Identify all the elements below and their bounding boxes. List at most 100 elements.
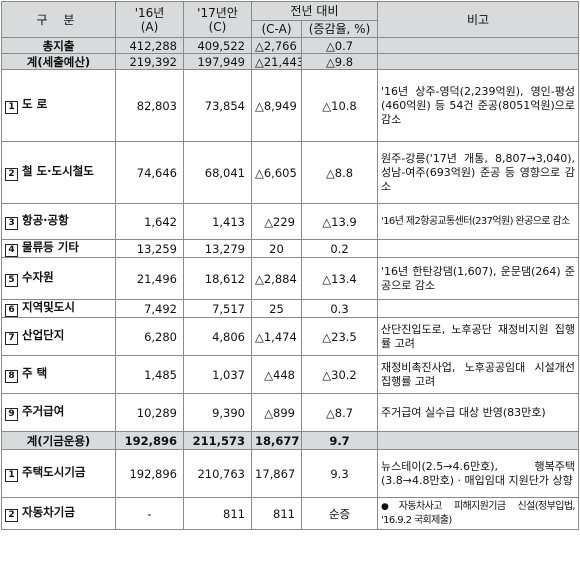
note-cell: 뉴스테이(2.5→4.6만호), 행복주택(3.8→4.8만호) · 매입임대 … — [377, 449, 580, 498]
row-label: 항공·공항 — [22, 213, 69, 227]
header-change: 전년 대비 — [250, 1, 379, 21]
row-label: 자동차기금 — [22, 505, 75, 519]
table-row: 1 주택도시기금 192,896 210,763 17,867 9.3 뉴스테이(… — [1, 449, 580, 498]
value-2016: 192,896 — [115, 449, 184, 498]
table-row: 8 주 택 1,485 1,037 △448 △30.2 재정비촉진사업, 노후공… — [1, 355, 580, 394]
header-2017: '17년안 (C) — [183, 1, 252, 38]
value-2017: 210,763 — [183, 449, 252, 498]
note-cell: 주거급여 실수급 대상 반영(83만호) — [377, 393, 580, 432]
value-diff: 811 — [251, 497, 302, 530]
note-cell: ●자동차사고 피해지원기금 신설(정부입법, '16.9.2 국회제출) — [377, 497, 580, 530]
header-rate: (증감율, %) — [300, 20, 379, 38]
value-2017: 7,517 — [183, 299, 252, 318]
row-number-box: 4 — [5, 244, 18, 257]
row-label: 주 택 — [22, 366, 48, 380]
value-diff: △1,474 — [251, 317, 302, 356]
value-rate: △30.2 — [300, 355, 379, 394]
row-label: 수자원 — [22, 270, 54, 284]
row-label-cell: 5 수자원 — [1, 257, 116, 300]
value-2016: 192,896 — [115, 431, 184, 450]
row-label-cell: 7 산업단지 — [1, 317, 116, 356]
note-cell — [377, 431, 580, 450]
value-diff: 25 — [251, 299, 302, 318]
value-rate: 순증 — [300, 497, 379, 530]
row-label: 총지출 — [1, 37, 116, 54]
value-2017: 197,949 — [183, 53, 252, 70]
row-number-box: 6 — [5, 304, 18, 317]
value-diff: △229 — [251, 203, 302, 240]
table-row: 1 도 로 82,803 73,854 △8,949 △10.8 '16년 상주-… — [1, 69, 580, 142]
note-cell — [377, 37, 580, 54]
row-label: 물류등 기타 — [22, 240, 79, 255]
value-2016: 13,259 — [115, 239, 184, 258]
row-number-box: 7 — [5, 332, 18, 345]
value-rate: △8.8 — [300, 141, 379, 204]
table-row: 총지출 412,288 409,522 △2,766 △0.7 — [1, 37, 580, 54]
row-label: 도 로 — [22, 97, 48, 111]
row-label: 산업단지 — [22, 328, 65, 342]
value-2017: 68,041 — [183, 141, 252, 204]
header-note: 비고 — [377, 1, 580, 38]
value-diff: 17,867 — [251, 449, 302, 498]
value-diff: △899 — [251, 393, 302, 432]
note-cell — [377, 53, 580, 70]
row-label-cell: 1 주택도시기금 — [1, 449, 116, 498]
value-2016: 6,280 — [115, 317, 184, 356]
value-2017: 73,854 — [183, 69, 252, 142]
value-diff: △2,884 — [251, 257, 302, 300]
value-2017: 409,522 — [183, 37, 252, 54]
note-cell: '16년 상주-영덕(2,239억원), 영인-평성(460억원) 등 54건 … — [377, 69, 580, 142]
row-label: 지역및도시 — [22, 300, 75, 315]
table-row: 2 자동차기금 - 811 811 순증 ●자동차사고 피해지원기금 신설(정부입… — [1, 497, 580, 530]
table-row: 5 수자원 21,496 18,612 △2,884 △13.4 '16년 한탄강… — [1, 257, 580, 300]
row-label-cell: 4 물류등 기타 — [1, 239, 116, 258]
note-cell: '16년 제2항공교통센터(237억원) 완공으로 감소 — [377, 203, 580, 240]
row-label-cell: 3 항공·공항 — [1, 203, 116, 240]
value-2017: 18,612 — [183, 257, 252, 300]
table-row: 2 철 도·도시철도 74,646 68,041 △6,605 △8.8 원주-강… — [1, 141, 580, 204]
value-diff: 18,677 — [251, 431, 302, 450]
note-cell — [377, 299, 580, 318]
value-rate: △8.7 — [300, 393, 379, 432]
row-label: 주거급여 — [22, 404, 65, 418]
row-label-cell: 9 주거급여 — [1, 393, 116, 432]
value-rate: △23.5 — [300, 317, 379, 356]
note-cell: 원주-강릉('17년 개통, 8,807→3,040), 성남-여주(693억원… — [377, 141, 580, 204]
row-number-box: 8 — [5, 370, 18, 383]
value-2016: 412,288 — [115, 37, 184, 54]
row-label-cell: 8 주 택 — [1, 355, 116, 394]
value-2016: 219,392 — [115, 53, 184, 70]
table-row: 4 물류등 기타 13,259 13,279 20 0.2 — [1, 239, 580, 258]
row-number-box: 2 — [5, 168, 18, 181]
value-2017: 9,390 — [183, 393, 252, 432]
value-2017: 4,806 — [183, 317, 252, 356]
value-rate: △10.8 — [300, 69, 379, 142]
row-label: 계(기금운용) — [1, 431, 116, 450]
row-number-box: 1 — [5, 101, 18, 114]
value-rate: 9.3 — [300, 449, 379, 498]
value-diff: △8,949 — [251, 69, 302, 142]
value-2016: 21,496 — [115, 257, 184, 300]
value-2017: 1,037 — [183, 355, 252, 394]
row-label: 계(세출예산) — [1, 53, 116, 70]
row-label-cell: 1 도 로 — [1, 69, 116, 142]
value-rate: 0.3 — [300, 299, 379, 318]
value-2016: - — [115, 497, 184, 530]
note-text: 자동차사고 피해지원기금 신설(정부입법, '16.9.2 국회제출) — [381, 500, 576, 526]
table-row: 9 주거급여 10,289 9,390 △899 △8.7 주거급여 실수급 대상… — [1, 393, 580, 432]
value-rate: △13.4 — [300, 257, 379, 300]
budget-table: 구 분 '16년 (A) '17년안 (C) 전년 대비 비고 (C-A) (증감율… — [1, 1, 580, 530]
table-row: 6 지역및도시 7,492 7,517 25 0.3 — [1, 299, 580, 318]
row-number-box: 1 — [5, 469, 18, 482]
value-2017: 211,573 — [183, 431, 252, 450]
value-diff: △448 — [251, 355, 302, 394]
row-label-cell: 2 자동차기금 — [1, 497, 116, 530]
note-cell: '16년 한탄강댐(1,607), 운문댐(264) 준공으로 감소 — [377, 257, 580, 300]
row-number-box: 5 — [5, 274, 18, 287]
row-label-cell: 2 철 도·도시철도 — [1, 141, 116, 204]
header-row-1: 구 분 '16년 (A) '17년안 (C) 전년 대비 비고 — [1, 1, 580, 38]
value-diff: 20 — [251, 239, 302, 258]
value-2016: 7,492 — [115, 299, 184, 318]
row-label: 주택도시기금 — [22, 465, 86, 479]
header-diff: (C-A) — [251, 20, 302, 38]
